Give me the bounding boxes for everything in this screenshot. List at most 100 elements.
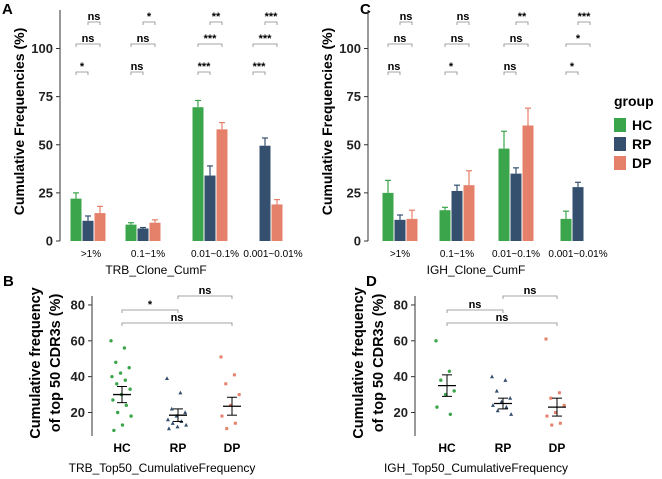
- data-point-HC: [448, 412, 453, 416]
- sig-bracket: [503, 43, 529, 47]
- comparison-label: ns: [171, 312, 184, 324]
- x-category-label: HC: [113, 441, 131, 455]
- panel-letter: C: [360, 1, 371, 18]
- sig-label: ns: [504, 61, 517, 73]
- sig-label: ns: [400, 11, 413, 23]
- sig-bracket: [264, 21, 278, 25]
- data-point-RP: [508, 395, 513, 400]
- sig-label: ***: [259, 33, 273, 45]
- data-point-RP: [490, 403, 495, 407]
- data-point-RP: [490, 374, 494, 379]
- x-axis-title: TRB_Top50_CumulativeFrequency: [69, 461, 256, 475]
- sig-label: **: [212, 11, 221, 23]
- data-point-DP: [219, 355, 223, 359]
- sig-label: ns: [510, 33, 523, 45]
- y-axis-label-line1: Cumulative frequency: [28, 287, 44, 439]
- bar-HC-3: [560, 218, 572, 241]
- x-tick-label: 0.001~0.01%: [243, 249, 302, 260]
- x-category-label: HC: [438, 441, 456, 455]
- panel-letter: D: [366, 273, 377, 290]
- sig-label: ns: [137, 33, 150, 45]
- sig-bracket: [130, 43, 156, 47]
- x-category-label: RP: [495, 441, 512, 455]
- data-point-RP: [495, 408, 500, 413]
- x-tick-label: 0.001~0.01%: [548, 249, 607, 260]
- x-tick-label: 0.1~1%: [440, 249, 474, 260]
- data-point-DP: [232, 373, 236, 377]
- y-tick-label: 100: [31, 41, 53, 56]
- y-tick-label: 40: [71, 369, 85, 384]
- y-tick-label: 40: [394, 369, 408, 384]
- comparison-bracket: [121, 322, 233, 326]
- y-tick-label: 0: [354, 234, 361, 249]
- y-tick-label: 50: [39, 137, 53, 152]
- y-tick-label: 75: [347, 89, 361, 104]
- legend-swatch-DP: [614, 156, 626, 170]
- y-tick-label: 25: [39, 185, 53, 200]
- data-point-RP: [184, 422, 189, 427]
- sig-bracket: [444, 43, 470, 47]
- x-tick-label: 0.1~1%: [131, 249, 165, 260]
- sig-label: ns: [388, 61, 401, 73]
- bar-RP-0: [394, 219, 406, 241]
- x-tick-label: 0.01~0.1%: [492, 249, 540, 260]
- bar-HC-0: [382, 192, 394, 241]
- data-point-DP: [550, 423, 554, 427]
- data-point-HC: [447, 369, 452, 373]
- sig-bracket: [515, 21, 529, 25]
- sig-label: ***: [204, 33, 218, 45]
- data-point-DP: [220, 414, 224, 418]
- data-point-DP: [557, 391, 561, 395]
- y-tick-label: 75: [39, 89, 53, 104]
- data-point-HC: [122, 346, 127, 350]
- sig-label: ***: [253, 61, 267, 73]
- data-point-HC: [129, 414, 133, 418]
- bar-HC-2: [192, 107, 204, 242]
- legend-title: group: [614, 93, 654, 109]
- sig-label: ***: [578, 11, 592, 23]
- sig-label: ns: [88, 11, 101, 23]
- x-tick-label: >1%: [81, 249, 101, 260]
- legend-swatch-RP: [614, 137, 626, 151]
- data-point-HC: [439, 378, 443, 382]
- x-axis-title: TRB_Clone_CumF: [105, 263, 206, 277]
- comparison-bracket: [121, 309, 179, 313]
- comparison-label: ns: [469, 299, 482, 311]
- data-point-RP: [494, 388, 499, 393]
- bar-HC-1: [125, 224, 137, 241]
- legend-label-HC: HC: [632, 117, 652, 133]
- sig-bracket: [252, 71, 266, 75]
- bar-RP-0: [82, 220, 94, 241]
- sig-label: ***: [265, 11, 279, 23]
- data-point-DP: [233, 421, 237, 425]
- data-point-DP: [229, 403, 233, 407]
- data-point-HC: [114, 360, 118, 365]
- data-point-HC: [452, 389, 456, 393]
- sig-bracket: [75, 71, 89, 75]
- data-point-DP: [545, 414, 549, 418]
- data-point-HC: [128, 387, 132, 391]
- y-tick-label: 80: [71, 297, 85, 312]
- data-point-RP: [166, 426, 171, 431]
- bar-HC-0: [70, 198, 82, 241]
- bar-RP-3: [572, 187, 584, 241]
- data-point-HC: [443, 392, 448, 397]
- sig-label: ns: [451, 33, 464, 45]
- x-category-label: RP: [170, 441, 187, 455]
- sig-label: ns: [82, 33, 95, 45]
- sig-label: *: [147, 11, 152, 23]
- data-point-HC: [115, 382, 119, 386]
- legend-swatch-HC: [614, 118, 626, 132]
- sig-bracket: [252, 43, 278, 47]
- y-tick-label: 25: [347, 185, 361, 200]
- data-point-DP: [237, 393, 241, 397]
- sig-bracket: [197, 43, 223, 47]
- bar-DP-0: [406, 218, 418, 241]
- sig-bracket: [456, 21, 470, 25]
- comparison-label: *: [148, 299, 153, 311]
- y-tick-label: 20: [394, 405, 408, 420]
- sig-bracket: [399, 21, 413, 25]
- data-point-RP: [165, 417, 170, 422]
- sig-label: *: [576, 33, 581, 45]
